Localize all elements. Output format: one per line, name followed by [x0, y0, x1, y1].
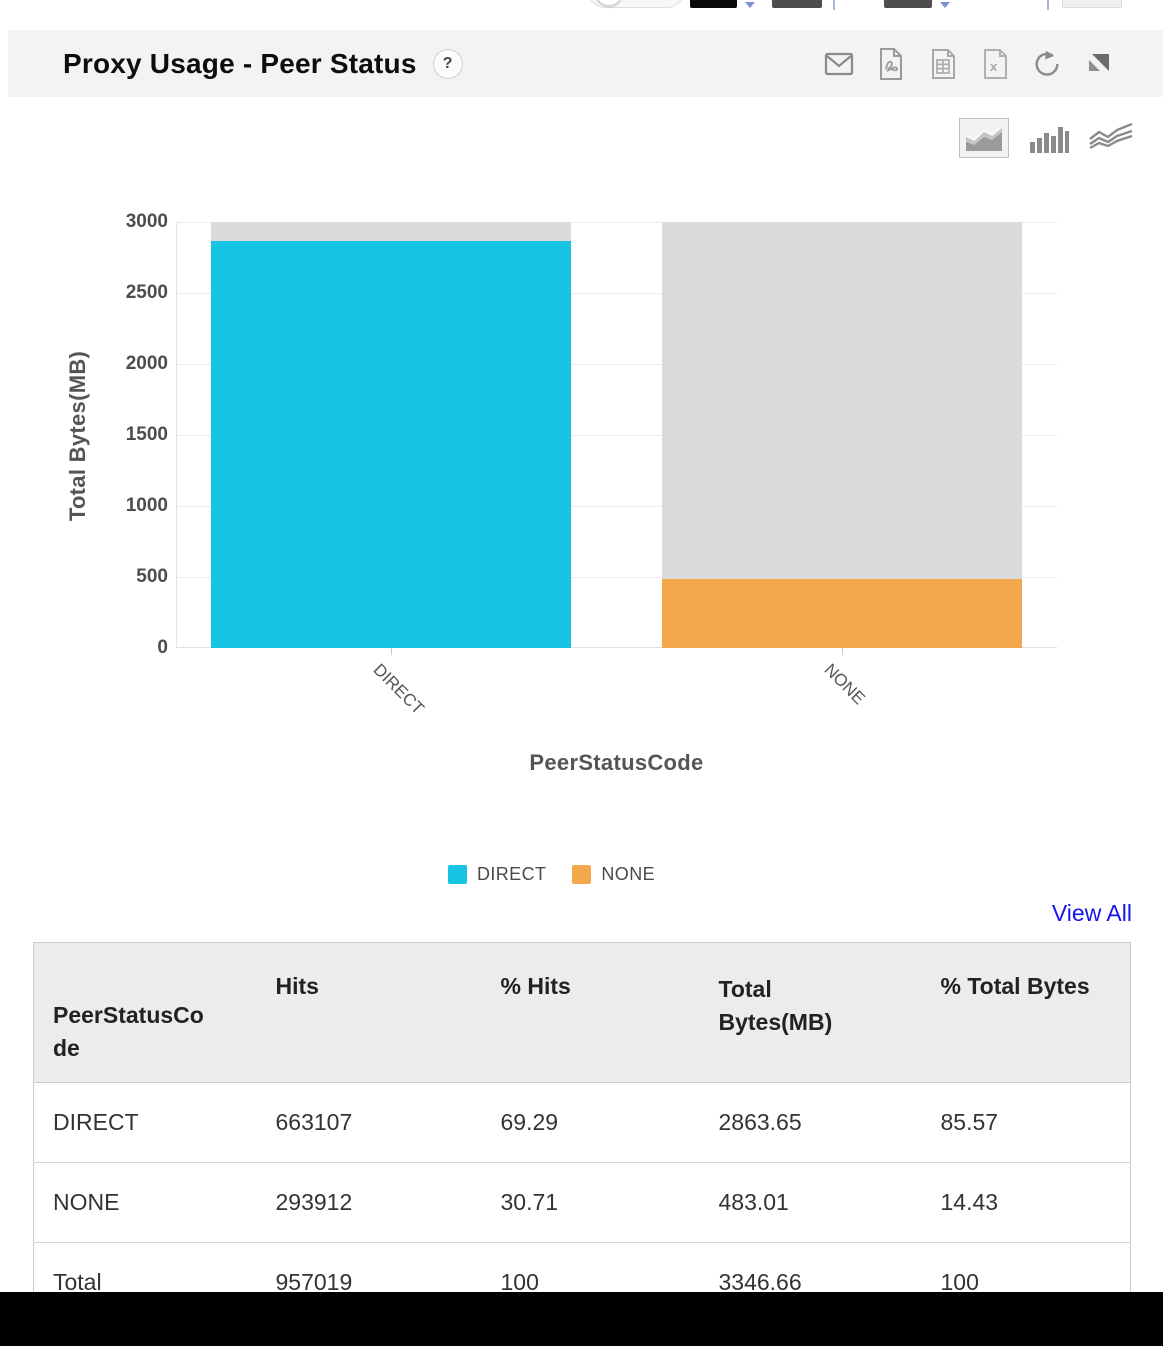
- x-tick-label-direct: DIRECT: [369, 660, 428, 719]
- bottom-black-bar: [0, 1292, 1163, 1346]
- pdf-export-icon[interactable]: [876, 47, 906, 81]
- header-actions: x: [824, 30, 1114, 97]
- toggle-knob: [595, 0, 623, 6]
- chart-legend: DIRECT NONE: [0, 864, 1103, 885]
- bar-none-fill: [662, 579, 1022, 648]
- toggle-switch[interactable]: [588, 0, 684, 8]
- peer-status-table: PeerStatusCode Hits % Hits Total Bytes(M…: [33, 942, 1131, 1323]
- y-tick-label: 0: [157, 637, 168, 658]
- toolbar-dark-button-2[interactable]: [772, 0, 822, 8]
- bar-track: [662, 222, 1022, 648]
- legend-swatch-none: [572, 865, 592, 884]
- bar-none[interactable]: [662, 222, 1022, 648]
- csv-export-icon[interactable]: [928, 47, 958, 81]
- y-tick-label: 1000: [125, 495, 168, 516]
- col-header-total-bytes[interactable]: Total Bytes(MB): [718, 942, 941, 1083]
- x-axis-line: [177, 647, 1057, 648]
- legend-swatch-direct: [447, 865, 467, 884]
- widget-header: Proxy Usage - Peer Status ? x: [8, 30, 1163, 97]
- legend-item-direct[interactable]: DIRECT: [447, 864, 547, 885]
- toolbar-dark-button-1[interactable]: [690, 0, 737, 8]
- table-row: NONE 293912 30.71 483.01 14.43: [33, 1162, 1131, 1243]
- cell-hits: 293912: [275, 1162, 501, 1243]
- y-tick-label: 1500: [125, 424, 168, 445]
- col-header-pct-hits[interactable]: % Hits: [500, 942, 719, 1083]
- y-tick-label: 2500: [125, 282, 168, 303]
- toolbar-divider: [1047, 0, 1049, 10]
- col-header-pct-total-bytes[interactable]: % Total Bytes: [940, 942, 1131, 1083]
- peer-status-link[interactable]: NONE: [33, 1162, 276, 1243]
- table-row: DIRECT 663107 69.29 2863.65 85.57: [34, 1083, 1131, 1163]
- x-axis-title: PeerStatusCode: [529, 750, 704, 775]
- plot-area: [176, 222, 1057, 655]
- cell-pct-hits: 69.29: [500, 1109, 559, 1135]
- x-tick-mark: [391, 648, 392, 655]
- col-header-peerstatuscode[interactable]: PeerStatusCode: [33, 942, 276, 1083]
- expand-icon[interactable]: [1084, 47, 1114, 81]
- table-header-row: PeerStatusCode Hits % Hits Total Bytes(M…: [33, 942, 1131, 1083]
- top-toolbar-fragment: [0, 0, 1163, 12]
- bar-direct[interactable]: [211, 222, 571, 648]
- gridline: [177, 293, 1057, 294]
- gridline: [177, 222, 1057, 223]
- cell-total-bytes: 2863.65: [718, 1109, 802, 1135]
- legend-label: NONE: [601, 864, 655, 884]
- peer-status-link[interactable]: DIRECT: [53, 1109, 139, 1135]
- refresh-icon[interactable]: [1032, 47, 1062, 81]
- y-tick-label: 500: [136, 566, 168, 587]
- toolbar-divider: [833, 0, 835, 10]
- dropdown-caret-icon[interactable]: [745, 2, 755, 8]
- email-icon[interactable]: [824, 47, 854, 81]
- page-title: Proxy Usage - Peer Status: [63, 47, 417, 79]
- bar-chart-icon[interactable]: [1029, 123, 1069, 153]
- gridline: [177, 577, 1057, 578]
- bar-direct-fill: [211, 241, 571, 648]
- toolbar-light-button[interactable]: [1062, 0, 1122, 8]
- y-tick-label: 3000: [125, 211, 168, 232]
- y-tick-label: 2000: [125, 353, 168, 374]
- view-all-link[interactable]: View All: [1051, 900, 1132, 926]
- excel-export-icon[interactable]: x: [980, 47, 1010, 81]
- cell-pct-total-bytes: 14.43: [940, 1162, 1131, 1243]
- help-button[interactable]: ?: [432, 48, 463, 79]
- gridline: [177, 435, 1057, 436]
- col-header-hits[interactable]: Hits: [275, 942, 501, 1083]
- legend-item-none[interactable]: NONE: [572, 864, 655, 885]
- gridline: [177, 506, 1057, 507]
- cell-total-bytes: 483.01: [718, 1162, 941, 1243]
- cell-pct-hits: 30.71: [500, 1162, 719, 1243]
- x-tick-mark: [842, 648, 843, 655]
- cell-hits: 663107: [275, 1109, 353, 1135]
- gridline: [177, 364, 1057, 365]
- legend-label: DIRECT: [476, 864, 547, 884]
- svg-text:x: x: [990, 59, 998, 74]
- x-tick-label-none: NONE: [820, 660, 869, 709]
- chart-type-toolbar: [959, 118, 1133, 158]
- toolbar-dark-button-3[interactable]: [884, 0, 932, 8]
- cell-pct-total-bytes: 85.57: [940, 1109, 999, 1135]
- line-chart-icon[interactable]: [1089, 123, 1133, 153]
- dropdown-caret-icon[interactable]: [940, 2, 950, 8]
- area-chart-icon[interactable]: [959, 118, 1009, 158]
- help-label: ?: [442, 54, 453, 72]
